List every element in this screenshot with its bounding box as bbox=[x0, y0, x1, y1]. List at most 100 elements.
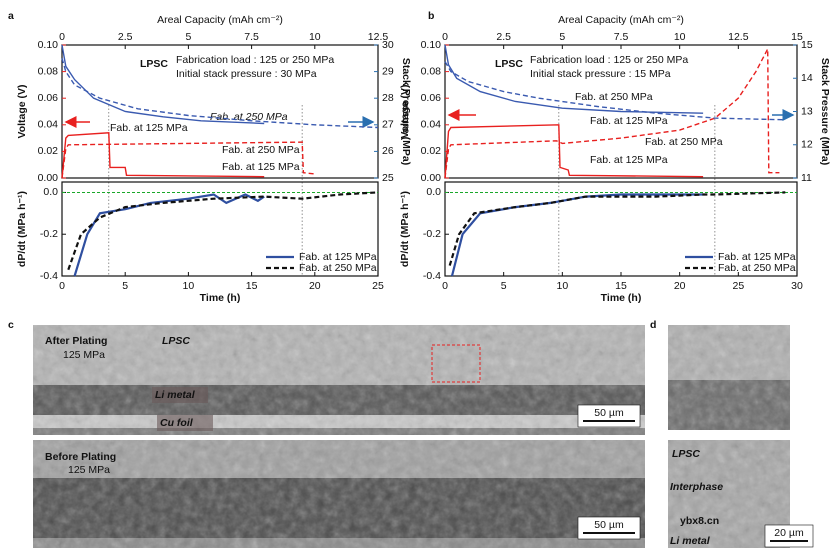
y-axis-label: dP/dt (MPa h⁻¹) bbox=[16, 191, 28, 267]
x-tick-label: 10 bbox=[183, 280, 195, 292]
y-tick-label: 0.02 bbox=[38, 145, 59, 157]
x2-tick-label: 0 bbox=[442, 31, 448, 43]
y2-tick-label: 26 bbox=[382, 145, 394, 157]
annotation: LPSC bbox=[495, 58, 523, 70]
legend-label: Fab. at 125 MPa bbox=[718, 251, 796, 263]
data-line bbox=[61, 58, 379, 129]
x2-axis-label: Areal Capacity (mAh cm⁻²) bbox=[157, 14, 283, 26]
sem-image: LPSC Interphase Li metal 20 µm bbox=[668, 440, 814, 548]
image-label: Li metal bbox=[155, 389, 196, 401]
panel-label: b bbox=[428, 10, 434, 22]
x-tick-label: 25 bbox=[732, 280, 744, 292]
y2-tick-label: 12 bbox=[801, 139, 813, 151]
data-line bbox=[61, 141, 315, 179]
arrows bbox=[64, 109, 795, 128]
y2-tick-label: 25 bbox=[382, 172, 394, 184]
x2-tick-label: 10 bbox=[674, 31, 686, 43]
x2-tick-label: 15 bbox=[791, 31, 803, 43]
y2-axis-label: Stack Pressure (MPa) bbox=[819, 58, 830, 165]
x-axis-label: Time (h) bbox=[601, 292, 642, 304]
y-tick-label: 0.04 bbox=[38, 119, 59, 131]
y-axis-label: dP/dt (MPa h⁻¹) bbox=[399, 191, 411, 267]
legend-label: Fab. at 250 MPa bbox=[718, 262, 796, 274]
annotation: Fab. at 125 MPa bbox=[222, 161, 300, 173]
y-tick-label: 0.10 bbox=[38, 39, 59, 51]
panel-label: a bbox=[8, 10, 14, 22]
x2-tick-label: 10 bbox=[309, 31, 321, 43]
x2-tick-label: 0 bbox=[59, 31, 65, 43]
scale-label: 50 µm bbox=[594, 407, 624, 419]
annotation: Fab. at 250 MPa bbox=[645, 136, 723, 148]
data-line bbox=[73, 193, 265, 277]
x2-axis-label: Areal Capacity (mAh cm⁻²) bbox=[558, 14, 684, 26]
annotation: Fab. at 125 MPa bbox=[590, 115, 668, 127]
data-line bbox=[444, 61, 786, 121]
sem-texture bbox=[668, 325, 790, 430]
x2-tick-label: 12.5 bbox=[368, 31, 389, 43]
y2-tick-label: 11 bbox=[801, 172, 812, 184]
sem-image: After Plating 125 MPa LPSC Li metal Cu foil 5… bbox=[33, 325, 645, 435]
sem-texture bbox=[33, 325, 645, 435]
image-label: Before Plating bbox=[45, 451, 116, 463]
y-tick-label: -0.4 bbox=[40, 270, 58, 282]
data-line bbox=[448, 191, 786, 266]
x-tick-label: 5 bbox=[501, 280, 507, 292]
x-tick-label: 30 bbox=[791, 280, 803, 292]
y2-axis-label: Stack Pressure (MPa) bbox=[400, 58, 412, 165]
plot-frame bbox=[61, 44, 379, 179]
x-tick-label: 25 bbox=[372, 280, 384, 292]
y2-tick-label: 13 bbox=[801, 105, 813, 117]
x2-tick-label: 12.5 bbox=[728, 31, 749, 43]
data-line bbox=[444, 124, 704, 179]
y2-tick-label: 28 bbox=[382, 92, 394, 104]
image-label: LPSC bbox=[672, 448, 700, 460]
y2-tick-label: 30 bbox=[382, 39, 394, 51]
y-axis-label: Voltage (V) bbox=[16, 84, 28, 138]
x-tick-label: 15 bbox=[246, 280, 258, 292]
y-tick-label: 0.0 bbox=[43, 186, 58, 198]
image-label: After Plating bbox=[45, 335, 107, 347]
watermark: ybx8.cn bbox=[680, 515, 719, 527]
y-axis-label: Voltage (V) bbox=[399, 84, 411, 138]
data-line bbox=[61, 132, 265, 179]
legend-label: Fab. at 250 MPa bbox=[299, 262, 377, 274]
annotation: LPSC bbox=[140, 58, 168, 70]
data-line bbox=[450, 193, 704, 277]
y-tick-label: -0.2 bbox=[423, 228, 441, 240]
x2-tick-label: 7.5 bbox=[244, 31, 259, 43]
scale-label: 20 µm bbox=[774, 527, 804, 539]
y-tick-label: 0.08 bbox=[38, 65, 59, 77]
y-tick-label: -0.4 bbox=[423, 270, 441, 282]
image-label: Interphase bbox=[670, 481, 723, 493]
y-tick-label: 0.06 bbox=[38, 92, 59, 104]
y2-tick-label: 27 bbox=[382, 119, 394, 131]
x2-tick-label: 2.5 bbox=[496, 31, 511, 43]
label-bg bbox=[152, 387, 208, 403]
annotation: Initial stack pressure : 15 MPa bbox=[530, 68, 671, 80]
x-tick-label: 20 bbox=[674, 280, 686, 292]
label-bg bbox=[157, 415, 213, 431]
y2-tick-label: 14 bbox=[801, 72, 813, 84]
x2-tick-label: 2.5 bbox=[118, 31, 133, 43]
image-label: Cu foil bbox=[160, 417, 194, 429]
image-label: Li metal bbox=[670, 535, 711, 547]
y-tick-label: 0.10 bbox=[421, 39, 442, 51]
x-tick-label: 20 bbox=[309, 280, 321, 292]
x2-tick-label: 5 bbox=[185, 31, 191, 43]
y-tick-label: 0.04 bbox=[421, 119, 442, 131]
annotation: Fab. at 250 MPa bbox=[222, 144, 300, 156]
annotation: Fabrication load : 125 or 250 MPa bbox=[176, 54, 334, 66]
y-tick-label: 0.0 bbox=[426, 186, 441, 198]
annotation: Fab. at 250 MPa bbox=[575, 91, 653, 103]
y-tick-label: 0.06 bbox=[421, 92, 442, 104]
y-tick-label: 0.08 bbox=[421, 65, 442, 77]
y-tick-label: 0.00 bbox=[38, 172, 59, 184]
data-line bbox=[444, 44, 704, 114]
image-label: 125 MPa bbox=[68, 464, 110, 476]
panel-label: c bbox=[8, 319, 14, 331]
data-line bbox=[444, 48, 780, 179]
plot-frame bbox=[61, 181, 379, 277]
annotation: Fab. at 125 MPa bbox=[110, 122, 188, 134]
